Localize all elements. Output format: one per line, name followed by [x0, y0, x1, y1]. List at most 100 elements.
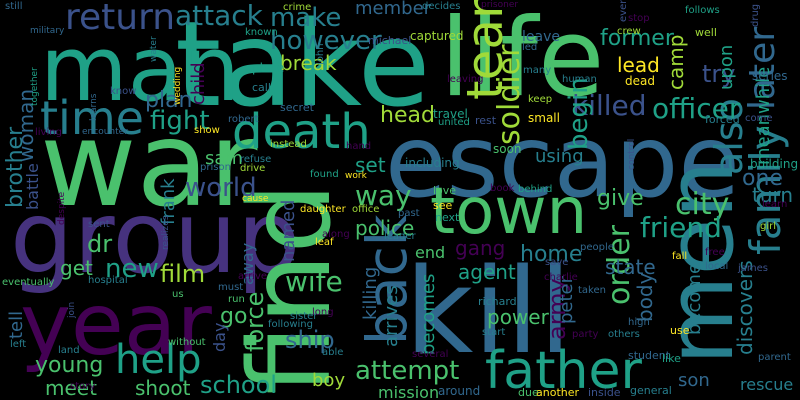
- word-save: save: [545, 257, 569, 268]
- word-soon: soon: [493, 142, 522, 156]
- word-united: united: [438, 117, 470, 128]
- word-start: start: [482, 327, 506, 338]
- word-call: call: [252, 81, 271, 94]
- word-plan: plan: [145, 88, 193, 113]
- word-military: military: [30, 26, 65, 36]
- word-series: series: [752, 69, 788, 83]
- word-officer: officer: [652, 92, 741, 125]
- word-sent: sent: [88, 219, 110, 230]
- word-upon: upon: [716, 44, 737, 90]
- word-ship: ship: [285, 326, 335, 354]
- word-killed: killed: [572, 89, 647, 122]
- word-prison: prison: [200, 162, 231, 173]
- word-fall: fall: [672, 251, 688, 262]
- word-state: state: [605, 255, 656, 279]
- word-due: due: [518, 386, 539, 399]
- word-know: know: [110, 86, 137, 97]
- word-man: man: [40, 17, 240, 122]
- word-come: come: [745, 113, 773, 124]
- word-agent: agent: [458, 260, 516, 284]
- word-leave: leave: [522, 29, 560, 45]
- word-crime: crime: [283, 2, 312, 13]
- word-james: james: [738, 263, 769, 274]
- word-encounter: encounter: [82, 127, 128, 137]
- word-day: day: [210, 322, 229, 352]
- word-parent: parent: [758, 352, 791, 363]
- word-crew: crew: [617, 26, 641, 37]
- word-office: office: [352, 204, 380, 215]
- word-still: still: [5, 1, 23, 12]
- word-peter: peter: [556, 275, 577, 324]
- word-get: get: [60, 256, 93, 280]
- word-film: film: [160, 260, 206, 288]
- word-join: join: [67, 301, 77, 318]
- word-including: including: [405, 156, 460, 170]
- word-year: year: [20, 275, 212, 375]
- word-follows: follows: [685, 5, 720, 16]
- word-must: must: [218, 282, 244, 293]
- word-without: without: [168, 337, 206, 348]
- word-one: one: [742, 166, 783, 191]
- word-death: death: [232, 104, 371, 160]
- word-school: school: [200, 371, 277, 399]
- word-robert: robert: [228, 114, 259, 125]
- word-drive: drive: [240, 163, 266, 174]
- word-several: several: [412, 349, 449, 360]
- word-attempt: attempt: [355, 356, 460, 386]
- word-human: human: [562, 74, 597, 85]
- word-rescue: rescue: [740, 375, 794, 394]
- word-past: past: [398, 208, 420, 219]
- word-daughter: daughter: [300, 204, 346, 215]
- word-us: us: [172, 289, 184, 300]
- word-soldier: soldier: [492, 44, 527, 146]
- word-people: people: [580, 242, 614, 253]
- word-wife: wife: [285, 265, 343, 298]
- word-try: try: [702, 60, 736, 88]
- word-love: love: [433, 184, 457, 197]
- word-home: home: [520, 242, 583, 267]
- word-building: building: [750, 157, 799, 171]
- word-behind: behind: [518, 184, 553, 195]
- word-inside: inside: [588, 386, 621, 399]
- word-tell: tell: [6, 310, 27, 339]
- word-new: new: [105, 254, 159, 284]
- word-taken: taken: [578, 285, 606, 296]
- word-party: party: [572, 329, 599, 340]
- word-learn: learn: [762, 199, 788, 210]
- word-living: living: [35, 127, 62, 138]
- word-general: general: [630, 384, 672, 397]
- word-captured: captured: [410, 29, 464, 43]
- word-give: give: [597, 186, 644, 211]
- word-prisoner: prisoner: [481, 0, 519, 10]
- word-meet: meet: [45, 376, 97, 400]
- word-fight: fight: [150, 106, 210, 136]
- word-kill: kill: [405, 242, 572, 380]
- word-another: another: [536, 386, 580, 399]
- word-shoot: shoot: [135, 376, 191, 400]
- word-way: way: [355, 179, 412, 212]
- word-son: son: [678, 370, 710, 391]
- word-long: long: [312, 307, 334, 318]
- word-event: event: [618, 0, 629, 22]
- word-sister: sister: [290, 311, 318, 322]
- word-hospital: hospital: [88, 275, 128, 286]
- word-former: former: [600, 26, 674, 51]
- word-eventually: eventually: [2, 277, 55, 288]
- word-book: book: [490, 183, 515, 194]
- word-arrive: arrive: [238, 271, 268, 282]
- word-following: following: [268, 319, 313, 330]
- word-using: using: [535, 146, 584, 167]
- word-dead: dead: [625, 74, 655, 88]
- word-member: member: [355, 0, 432, 19]
- word-take: take: [175, 0, 431, 133]
- word-water: water: [149, 36, 159, 62]
- word-wedding: wedding: [173, 66, 183, 105]
- word-john: john: [315, 43, 326, 65]
- word-place: place: [252, 61, 285, 75]
- word-show: show: [194, 125, 220, 136]
- word-travel: travel: [433, 107, 468, 121]
- word-girl: girl: [760, 221, 777, 232]
- word-go: go: [220, 304, 248, 329]
- word-help: help: [115, 337, 202, 383]
- word-high: high: [628, 317, 650, 328]
